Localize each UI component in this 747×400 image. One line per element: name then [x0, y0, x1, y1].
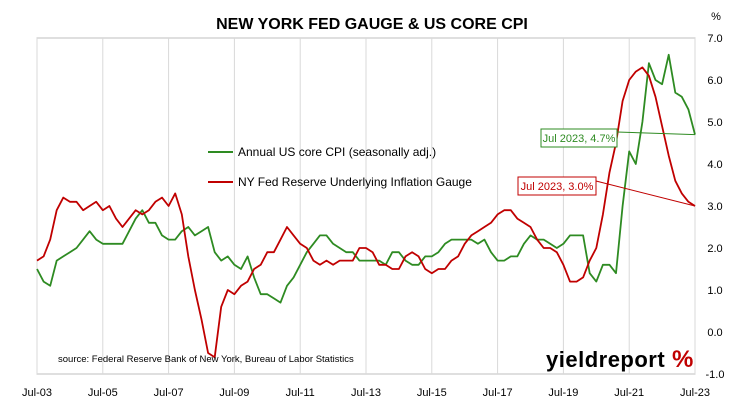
series-line-uig	[36, 66, 696, 359]
chart-title: NEW YORK FED GAUGE & US CORE CPI	[216, 16, 528, 33]
vertical-gridlines	[36, 38, 696, 374]
x-tick-label: Jul-21	[614, 387, 644, 399]
x-tick-label: Jul-23	[680, 387, 710, 399]
y-tick-label: 0.0	[707, 327, 722, 339]
x-tick-label: Jul-07	[154, 387, 184, 399]
legend-label-core-cpi: Annual US core CPI (seasonally adj.)	[238, 145, 436, 159]
x-tick-label: Jul-11	[286, 387, 315, 399]
y-tick-label: 5.0	[707, 117, 722, 129]
annotation-leader-uig	[595, 180, 696, 207]
brand-wordmark: yieldreport	[546, 347, 665, 372]
y-tick-label: 6.0	[707, 75, 722, 87]
x-tick-label: Jul-13	[351, 387, 381, 399]
x-tick-label: Jul-03	[22, 387, 52, 399]
legend: Annual US core CPI (seasonally adj.) NY …	[208, 145, 472, 189]
x-tick-label: Jul-17	[483, 387, 513, 399]
annotation-uig: Jul 2023, 3.0%	[521, 181, 594, 193]
annotation-core-cpi: Jul 2023, 4.7%	[543, 133, 616, 145]
x-axis-ticks: Jul-03 Jul-05 Jul-07 Jul-09 Jul-11 Jul-13 Jul-…	[22, 387, 710, 399]
x-tick-label: Jul-19	[548, 387, 578, 399]
legend-label-uig: NY Fed Reserve Underlying Inflation Gaug…	[238, 175, 472, 189]
yieldreport-logo: yieldreport %	[546, 346, 693, 373]
y-axis-ticks: -1.0 0.0 1.0 2.0 3.0 4.0 5.0 6.0 7.0	[706, 33, 725, 381]
annotation-box-core-cpi	[540, 128, 618, 148]
annotations: Jul 2023, 4.7% Jul 2023, 3.0%	[517, 128, 696, 207]
source-note: source: Federal Reserve Bank of New York…	[58, 354, 354, 365]
y-tick-label: 3.0	[707, 201, 722, 213]
brand-percent-mark: %	[672, 346, 693, 373]
x-tick-label: Jul-15	[417, 387, 447, 399]
annotation-box-uig	[517, 176, 597, 196]
y-axis-unit-label: %	[711, 11, 721, 23]
y-tick-label: 2.0	[707, 243, 722, 255]
annotation-leader-core-cpi	[616, 131, 696, 136]
y-tick-label: 7.0	[707, 33, 722, 45]
series-line-core-cpi	[36, 53, 696, 304]
y-tick-label: -1.0	[706, 369, 725, 381]
y-tick-label: 4.0	[707, 159, 722, 171]
x-tick-label: Jul-09	[219, 387, 249, 399]
series-lines	[36, 53, 696, 359]
x-tick-label: Jul-05	[88, 387, 118, 399]
y-tick-label: 1.0	[707, 285, 722, 297]
